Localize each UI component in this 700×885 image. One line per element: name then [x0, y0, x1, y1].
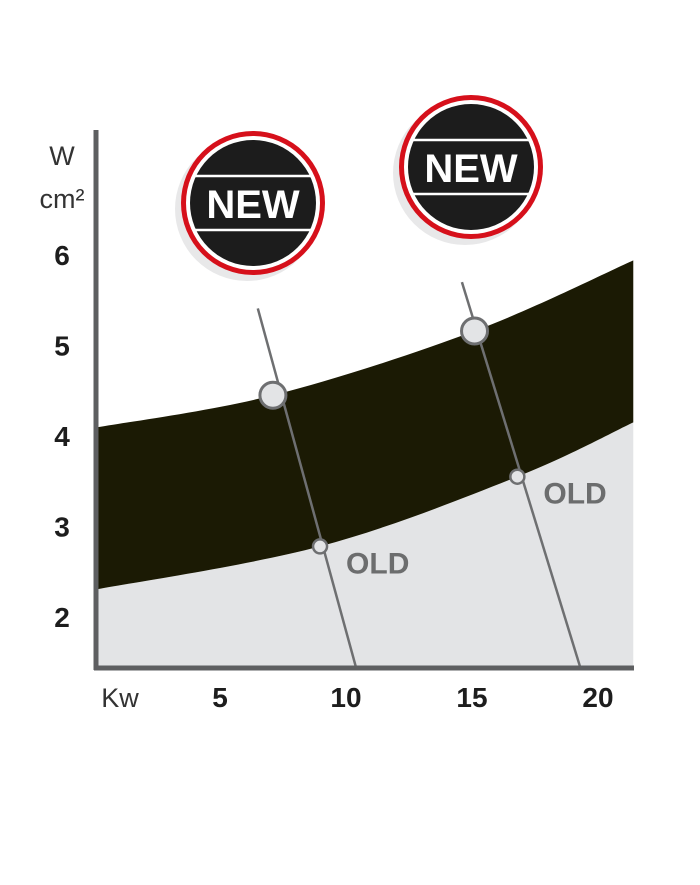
badge-disc: [190, 140, 316, 266]
guide-line: [256, 308, 358, 669]
badge-label: NEW: [206, 183, 300, 227]
lower-area: [94, 422, 634, 668]
y-tick-label: 4: [54, 421, 70, 452]
new-badge: NEW: [393, 95, 543, 245]
y-tick-label: 5: [54, 331, 70, 362]
new-point: [258, 380, 288, 410]
x-unit: Kw: [101, 683, 139, 713]
new-badge: NEW: [175, 131, 325, 281]
x-tick-label: 15: [456, 682, 487, 713]
old-point: [509, 468, 526, 485]
badge-label: NEW: [424, 147, 518, 191]
x-tick-label: 20: [582, 682, 613, 713]
y-tick-label: 3: [54, 512, 70, 543]
old-point: [311, 538, 329, 555]
old-label: OLD: [543, 478, 606, 511]
old-label: OLD: [346, 547, 409, 580]
y-tick-label: 6: [54, 240, 70, 271]
x-tick-label: 5: [212, 682, 228, 713]
new-point: [460, 316, 490, 346]
y-unit-top: W: [49, 141, 75, 171]
y-tick-label: 2: [54, 602, 70, 633]
x-tick-label: 10: [330, 682, 361, 713]
new-band: [94, 260, 634, 590]
y-unit-bottom: cm²: [40, 184, 85, 214]
badge-disc: [408, 104, 534, 230]
